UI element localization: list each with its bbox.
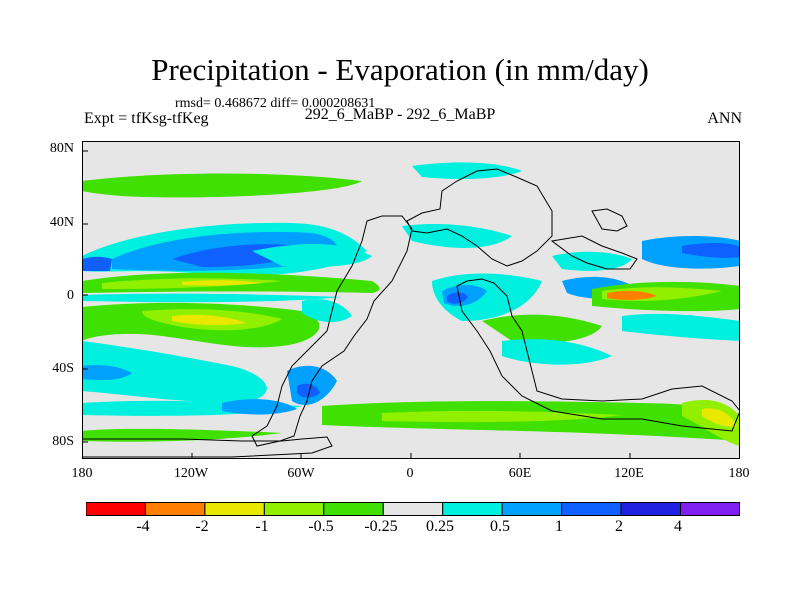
x-tick-label: 60E bbox=[508, 466, 532, 481]
colorbar-box bbox=[382, 502, 444, 516]
precip-evap-map bbox=[82, 141, 740, 459]
colorbar-label: 4 bbox=[674, 518, 682, 535]
central-north-cyan bbox=[252, 244, 372, 268]
colorbar-box bbox=[442, 502, 503, 516]
antarctica-outline bbox=[82, 436, 333, 458]
west-pacific-orange bbox=[607, 290, 657, 301]
colorbar-box bbox=[144, 502, 206, 516]
americas-outline bbox=[251, 215, 413, 447]
plot-title: Precipitation - Evaporation (in mm/day) bbox=[151, 52, 649, 87]
colorbar-label: -4 bbox=[136, 518, 150, 535]
equatorial-atlantic-darkblue bbox=[447, 292, 468, 304]
stats-label: rmsd= 0.468672 diff= 0.000208631 bbox=[175, 96, 376, 111]
southern-ocean-yellow-east bbox=[702, 408, 737, 427]
antarctic-green-west bbox=[82, 428, 282, 442]
y-tick-label: 40N bbox=[49, 215, 74, 230]
y-tick-label: 80N bbox=[49, 141, 74, 156]
southern-ocean-lightgreen-east bbox=[682, 399, 740, 446]
experiment-label: Expt = tfKsg-tfKeg bbox=[84, 110, 209, 127]
dateline-blue-patch bbox=[82, 256, 112, 271]
colorbar-label: -0.25 bbox=[364, 518, 398, 535]
axis-ticks bbox=[82, 150, 631, 459]
coastlines bbox=[82, 168, 740, 458]
colorbar bbox=[86, 502, 740, 516]
arctic-cyan bbox=[412, 162, 522, 179]
north-landmass-outline bbox=[406, 168, 553, 267]
colorbar-box bbox=[680, 502, 740, 516]
y-tick-label: 0 bbox=[67, 288, 74, 303]
indian-green bbox=[482, 314, 602, 343]
colorbar-box bbox=[620, 502, 682, 516]
colorbar-label: 1 bbox=[555, 518, 563, 535]
southern-ocean-lightgreen bbox=[382, 410, 622, 423]
colorbar-label: -0.5 bbox=[308, 518, 334, 535]
colorbar-label: 0.5 bbox=[490, 518, 510, 535]
case-label: 292_6_MaBP - 292_6_MaBP bbox=[304, 106, 496, 123]
colorbar-label: -1 bbox=[255, 518, 269, 535]
x-tick-label: 60W bbox=[287, 466, 315, 481]
equatorial-cyan-west bbox=[82, 293, 342, 303]
x-tick-label: 120W bbox=[173, 466, 209, 481]
x-tick-label: 180 bbox=[728, 466, 750, 481]
asia-outline bbox=[550, 235, 638, 270]
africa-indo-outline bbox=[456, 278, 740, 432]
colorbar-label: 0.25 bbox=[426, 518, 454, 535]
north-atlantic-cyan bbox=[402, 224, 512, 248]
season-label: ANN bbox=[707, 110, 742, 127]
south-pacific-yellow bbox=[172, 314, 247, 326]
equatorial-atlantic-cyan bbox=[432, 273, 542, 321]
equatorial-yellow-west bbox=[182, 280, 262, 286]
x-tick-label: 0 bbox=[406, 466, 414, 481]
south-west-pacific-cyan bbox=[622, 313, 740, 341]
south-pacific-blue-patch bbox=[82, 364, 132, 381]
x-tick-label: 180 bbox=[71, 466, 93, 481]
north-highlat-green bbox=[82, 173, 362, 198]
colorbar-box bbox=[86, 502, 146, 516]
colorbar-box bbox=[501, 502, 563, 516]
colorbar-box bbox=[204, 502, 265, 516]
x-tick-label: 120E bbox=[614, 466, 644, 481]
colorbar-box bbox=[561, 502, 622, 516]
y-tick-label: 40S bbox=[52, 361, 74, 376]
y-tick-label: 80S bbox=[52, 434, 74, 449]
east-asia-outline bbox=[591, 208, 628, 232]
colorbar-box bbox=[263, 502, 325, 516]
colorbar-label: 2 bbox=[615, 518, 623, 535]
east-asia-darkblue bbox=[682, 243, 740, 258]
central-south-cyan bbox=[302, 299, 352, 323]
colorbar-box bbox=[323, 502, 384, 516]
south-pacific-cyan bbox=[82, 341, 267, 403]
south-america-darkblue bbox=[297, 383, 320, 398]
indian-cyan bbox=[502, 339, 612, 365]
colorbar-label: -2 bbox=[195, 518, 209, 535]
